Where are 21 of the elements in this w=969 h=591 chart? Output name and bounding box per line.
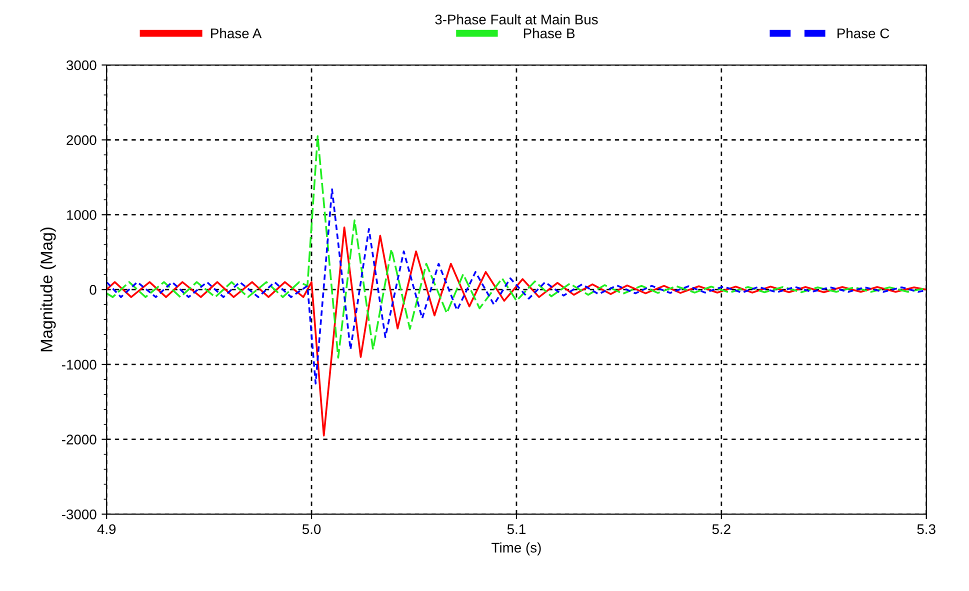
x-tick-label: 5.0	[302, 524, 321, 534]
y-tick-label: 3000	[66, 60, 96, 70]
x-tick-label: 5.2	[712, 524, 730, 534]
x-axis-title: Time (s)	[492, 542, 541, 556]
x-tick-label: 5.3	[917, 524, 936, 534]
y-tick-label: 0	[90, 284, 96, 295]
y-tick-label: -1000	[62, 360, 96, 370]
legend-label: Phase C	[838, 28, 890, 38]
y-axis-title: Magnitude (Mag)	[40, 228, 56, 352]
x-tick-label: 5.1	[507, 524, 526, 534]
line-series	[106, 226, 926, 436]
y-tick-label: -2000	[62, 434, 96, 444]
y-tick-label: 2000	[66, 135, 96, 146]
line-series	[106, 135, 926, 359]
legend-label: Phase B	[524, 28, 575, 38]
chart-title: 3-Phase Fault at Main Bus	[435, 14, 598, 24]
y-tick-label: 1000	[67, 210, 96, 220]
legend-label: Phase A	[211, 28, 262, 38]
x-tick-label: 4.9	[97, 524, 116, 534]
y-tick-label: -3000	[62, 510, 96, 520]
line-series	[106, 188, 926, 384]
